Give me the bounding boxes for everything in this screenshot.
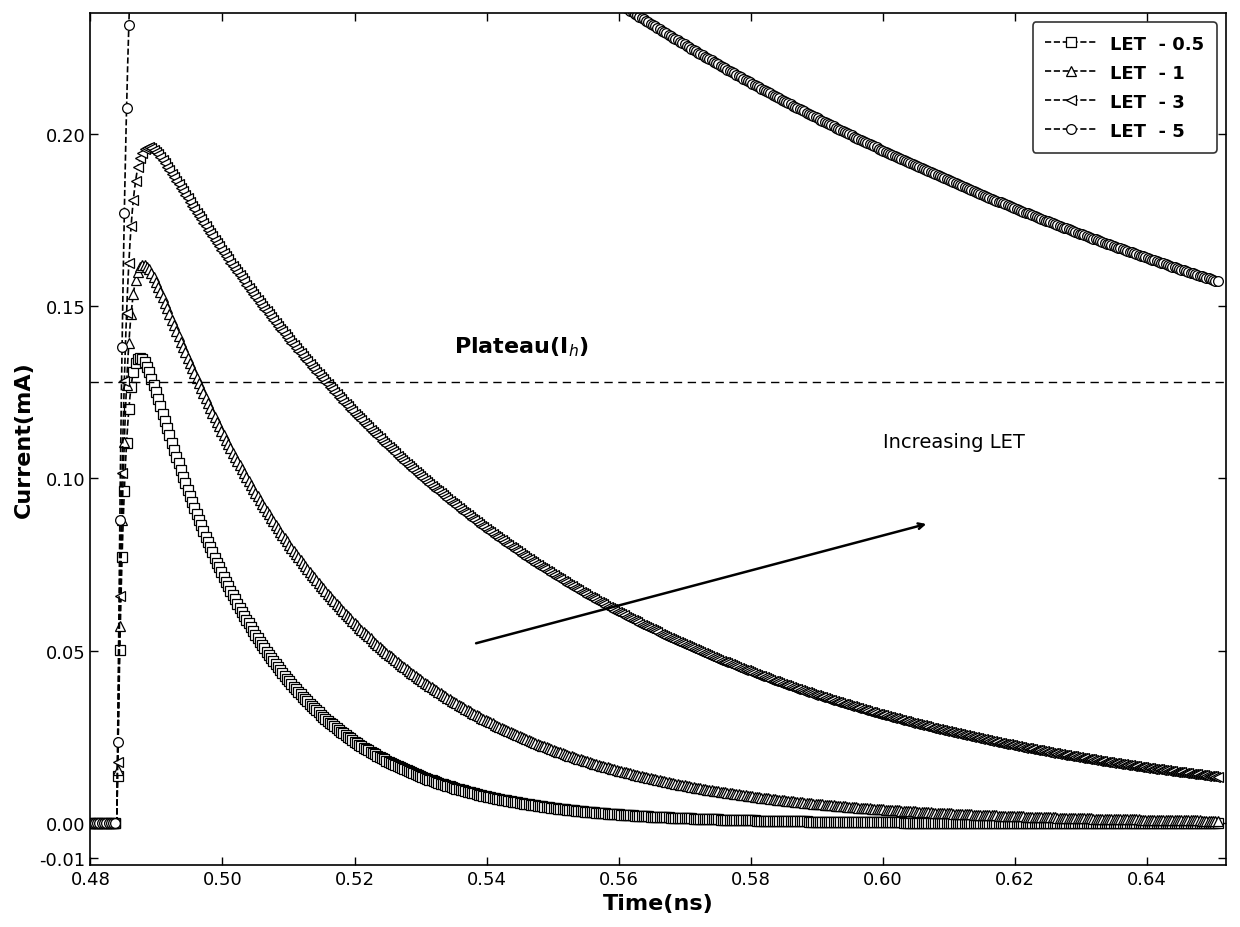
LET  - 3 — [212, 242, 227, 253]
LET  - 0.5 — [1069, 818, 1084, 829]
LET  - 1 — [279, 536, 294, 547]
LET  - 3 — [1211, 771, 1226, 782]
LET  - 1 — [1211, 816, 1226, 827]
Text: Increasing LET: Increasing LET — [883, 432, 1024, 451]
LET  - 0.5 — [83, 818, 98, 829]
LET  - 1 — [1190, 815, 1205, 826]
LET  - 0.5 — [279, 673, 294, 684]
Line: LET  - 0.5: LET - 0.5 — [86, 354, 1224, 828]
LET  - 1 — [516, 732, 531, 743]
LET  - 0.5 — [565, 805, 580, 816]
LET  - 1 — [212, 422, 227, 433]
LET  - 3 — [1069, 752, 1084, 763]
LET  - 0.5 — [133, 353, 148, 364]
LET  - 1 — [1069, 813, 1084, 824]
LET  - 3 — [516, 551, 531, 562]
LET  - 1 — [136, 260, 151, 271]
LET  - 5 — [1211, 277, 1226, 288]
LET  - 1 — [565, 751, 580, 762]
LET  - 5 — [1069, 227, 1084, 238]
LET  - 1 — [83, 818, 98, 829]
LET  - 0.5 — [212, 563, 227, 574]
LET  - 3 — [279, 332, 294, 343]
LET  - 0.5 — [1190, 818, 1205, 829]
Y-axis label: Current(mA): Current(mA) — [14, 361, 33, 517]
LET  - 0.5 — [516, 798, 531, 809]
Line: LET  - 3: LET - 3 — [86, 144, 1224, 829]
LET  - 5 — [83, 818, 98, 829]
LET  - 0.5 — [1211, 818, 1226, 829]
LET  - 3 — [141, 143, 156, 154]
Legend: LET  - 0.5, LET  - 1, LET  - 3, LET  - 5: LET - 0.5, LET - 1, LET - 3, LET - 5 — [1033, 23, 1218, 154]
Line: LET  - 5: LET - 5 — [86, 0, 1224, 829]
LET  - 5 — [1190, 270, 1205, 281]
LET  - 3 — [565, 582, 580, 593]
Line: LET  - 1: LET - 1 — [86, 260, 1224, 829]
X-axis label: Time(ns): Time(ns) — [603, 893, 714, 913]
LET  - 3 — [83, 818, 98, 829]
Text: Plateau(I$_h$): Plateau(I$_h$) — [454, 335, 589, 359]
LET  - 3 — [1190, 769, 1205, 781]
